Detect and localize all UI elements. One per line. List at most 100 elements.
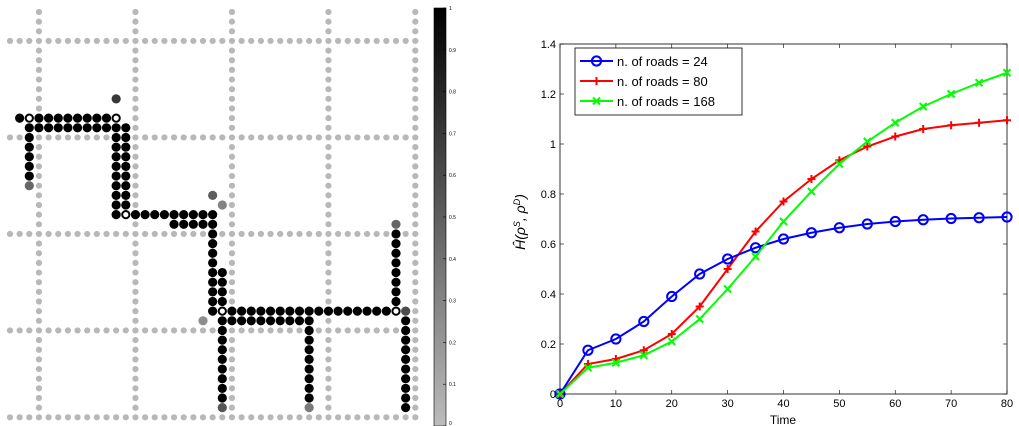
grid-node bbox=[35, 308, 43, 315]
grid-node bbox=[228, 385, 236, 392]
grid-node-active bbox=[24, 161, 34, 171]
grid-node bbox=[354, 230, 361, 238]
grid-node bbox=[383, 230, 390, 238]
grid-node bbox=[344, 37, 351, 45]
grid-node bbox=[363, 134, 371, 141]
grid-node bbox=[267, 414, 274, 421]
series-point-2 bbox=[779, 217, 788, 226]
grid-node bbox=[412, 404, 419, 411]
series-point-2 bbox=[863, 137, 872, 146]
grid-node-active bbox=[217, 403, 227, 413]
y-tick-label: 1 bbox=[550, 139, 556, 151]
grid-node bbox=[315, 327, 322, 334]
grid-node bbox=[84, 134, 91, 141]
grid-node-active bbox=[53, 123, 63, 133]
grid-node bbox=[412, 221, 419, 228]
grid-node bbox=[383, 37, 390, 45]
grid-node bbox=[248, 414, 255, 421]
grid-node-active bbox=[246, 316, 256, 326]
grid-node bbox=[325, 240, 332, 247]
grid-node bbox=[383, 134, 390, 141]
grid-node bbox=[412, 105, 419, 112]
grid-node bbox=[402, 37, 409, 45]
grid-node bbox=[35, 365, 43, 373]
grid-node-active bbox=[121, 181, 131, 191]
grid-node-active bbox=[159, 210, 169, 220]
grid-node-active bbox=[121, 190, 131, 200]
grid-node-active bbox=[63, 113, 73, 123]
grid-node bbox=[228, 47, 236, 54]
grid-node bbox=[363, 37, 371, 45]
grid-node bbox=[335, 230, 342, 238]
grid-node-active bbox=[130, 210, 141, 220]
grid-node bbox=[325, 76, 332, 83]
series-point-2 bbox=[891, 118, 900, 127]
x-tick-label: 20 bbox=[666, 398, 678, 410]
grid-node bbox=[412, 394, 419, 402]
grid-node bbox=[412, 269, 419, 276]
grid-node bbox=[325, 37, 332, 45]
y-tick-label: 1.2 bbox=[541, 89, 556, 101]
grid-node bbox=[219, 134, 226, 141]
grid-node-active bbox=[343, 306, 353, 316]
grid-node-active bbox=[265, 306, 276, 316]
grid-node bbox=[228, 346, 236, 353]
colorbar-tick-label: 0.5 bbox=[449, 215, 456, 221]
grid-node bbox=[161, 414, 168, 421]
grid-node bbox=[84, 230, 91, 238]
series-point-2 bbox=[946, 89, 956, 99]
grid-node bbox=[228, 221, 236, 228]
grid-node-active bbox=[217, 374, 227, 384]
road-grid-heatmap bbox=[6, 8, 419, 421]
grid-node bbox=[286, 414, 293, 421]
series-point-1 bbox=[695, 302, 704, 311]
grid-node bbox=[35, 66, 43, 73]
grid-node-active bbox=[391, 296, 401, 307]
grid-node bbox=[93, 37, 100, 45]
grid-node bbox=[412, 365, 419, 373]
grid-node bbox=[325, 259, 332, 266]
grid-node bbox=[199, 37, 207, 45]
legend-label: n. of roads = 80 bbox=[617, 74, 708, 89]
grid-node-active bbox=[208, 306, 218, 316]
colorbar-tick-label: 0.7 bbox=[449, 131, 456, 137]
grid-node-active bbox=[304, 364, 314, 374]
series-point-0 bbox=[973, 212, 985, 224]
grid-node-active bbox=[188, 219, 198, 229]
grid-node bbox=[257, 37, 264, 45]
grid-node bbox=[6, 37, 14, 45]
grid-node bbox=[228, 288, 236, 295]
grid-node-active bbox=[391, 277, 401, 287]
grid-node-active bbox=[208, 190, 218, 200]
grid-node bbox=[412, 317, 419, 324]
grid-node bbox=[325, 66, 332, 73]
grid-node-active bbox=[227, 306, 237, 316]
grid-node bbox=[325, 346, 332, 353]
grid-node bbox=[354, 327, 361, 334]
series-point-2 bbox=[583, 363, 593, 372]
grid-node-active bbox=[275, 316, 285, 326]
grid-node-active bbox=[82, 123, 92, 133]
grid-node bbox=[363, 230, 371, 238]
grid-node-active bbox=[217, 345, 227, 355]
grid-node-active bbox=[372, 306, 382, 316]
grid-node bbox=[45, 230, 52, 238]
grid-node bbox=[190, 414, 197, 421]
grid-node bbox=[113, 37, 120, 45]
grid-node bbox=[122, 37, 129, 45]
grid-node bbox=[267, 37, 274, 45]
grid-node bbox=[412, 47, 419, 54]
grid-node bbox=[325, 163, 332, 170]
grid-node-active bbox=[92, 123, 102, 133]
series-point-0 bbox=[889, 215, 901, 228]
series-line-2 bbox=[559, 71, 1008, 395]
grid-node-hole bbox=[219, 308, 225, 314]
grid-node bbox=[315, 37, 322, 45]
grid-node bbox=[122, 327, 129, 334]
grid-node bbox=[132, 124, 139, 131]
series-point-1 bbox=[975, 118, 984, 127]
grid-node bbox=[373, 327, 380, 334]
grid-node-active bbox=[34, 113, 44, 123]
grid-node-active bbox=[121, 161, 131, 171]
grid-node bbox=[412, 86, 419, 93]
